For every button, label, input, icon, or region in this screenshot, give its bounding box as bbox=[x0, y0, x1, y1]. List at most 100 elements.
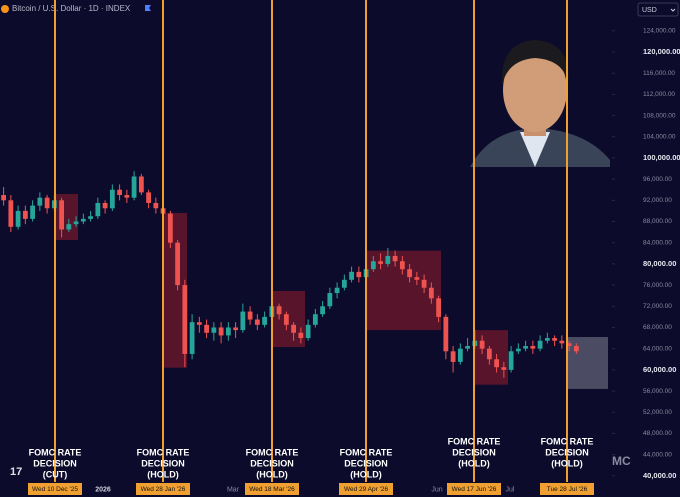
y-tick-label: 64,000.00 bbox=[643, 345, 672, 352]
candle-body bbox=[37, 197, 43, 206]
candle-body bbox=[1, 195, 7, 201]
x-tick-label: Jun bbox=[431, 486, 442, 493]
candle-body bbox=[305, 324, 311, 339]
candle-body bbox=[196, 322, 202, 325]
candle-body bbox=[436, 298, 441, 317]
candle-body bbox=[544, 338, 550, 341]
candle-body bbox=[167, 213, 173, 243]
candle-body bbox=[153, 202, 159, 209]
event-annotation: DECISION bbox=[545, 447, 589, 457]
candle-body bbox=[182, 285, 188, 354]
face bbox=[503, 48, 567, 132]
candle-body bbox=[80, 218, 86, 222]
y-tick-label: 104,000.00 bbox=[643, 133, 676, 140]
event-date-box bbox=[447, 483, 501, 495]
y-tick-label: 120,000.00 bbox=[643, 47, 680, 56]
candle-body bbox=[494, 359, 499, 368]
candle-body bbox=[443, 316, 449, 352]
candle-body bbox=[457, 348, 463, 362]
candle-body bbox=[8, 200, 14, 227]
event-annotation: FOMC RATE bbox=[541, 436, 594, 446]
event-date: Wed 17 Jun '26 bbox=[452, 486, 497, 493]
event-date: Wed 28 Jan '26 bbox=[141, 486, 186, 493]
zone bbox=[55, 193, 78, 241]
candle-body bbox=[370, 261, 376, 270]
candle-body bbox=[530, 346, 536, 349]
event-date: Tue 28 Jul '26 bbox=[547, 486, 588, 493]
currency-label: USD bbox=[642, 7, 657, 14]
y-tick-label: 52,000.00 bbox=[643, 409, 672, 416]
candle-body bbox=[240, 311, 246, 331]
event-date-box bbox=[136, 483, 190, 495]
candle-body bbox=[327, 293, 333, 307]
candle-body bbox=[276, 306, 282, 315]
event-annotation: DECISION bbox=[344, 458, 388, 468]
candle-body bbox=[30, 205, 35, 219]
candle-body bbox=[189, 322, 195, 354]
candle-body bbox=[298, 332, 304, 339]
zone bbox=[567, 337, 608, 389]
candle-body bbox=[102, 202, 108, 209]
candle-body bbox=[211, 327, 217, 333]
candle-body bbox=[573, 346, 579, 352]
y-tick-label: 56,000.00 bbox=[643, 388, 672, 395]
chart-title: Bitcoin / U.S. Dollar · 1D · INDEX bbox=[12, 4, 131, 13]
candle-body bbox=[450, 351, 456, 362]
y-tick-label: 76,000.00 bbox=[643, 282, 672, 289]
candle-body bbox=[262, 316, 267, 325]
y-tick-label: 112,000.00 bbox=[643, 91, 675, 98]
hair bbox=[501, 40, 569, 85]
candle-body bbox=[204, 324, 209, 333]
y-tick-label: 68,000.00 bbox=[643, 324, 672, 331]
y-tick-label: 124,000.00 bbox=[643, 28, 676, 35]
candle-body bbox=[349, 271, 354, 280]
y-tick-label: 108,000.00 bbox=[643, 112, 676, 119]
candle-body bbox=[356, 271, 362, 278]
candle-body bbox=[131, 176, 137, 198]
candle-body bbox=[175, 242, 180, 286]
candle-body bbox=[117, 189, 122, 196]
candle-body bbox=[320, 306, 325, 315]
candle-body bbox=[392, 255, 398, 262]
y-tick-label: 60,000.00 bbox=[643, 365, 676, 374]
candle-body bbox=[414, 277, 420, 280]
candle-body bbox=[486, 348, 492, 360]
candle-body bbox=[312, 314, 318, 325]
candle-body bbox=[254, 319, 260, 325]
currency-select[interactable] bbox=[637, 2, 679, 17]
candle-body bbox=[421, 279, 427, 288]
flag-icon bbox=[145, 5, 151, 11]
candle-body bbox=[465, 346, 470, 349]
event-annotation: (HOLD) bbox=[147, 469, 179, 479]
candle-body bbox=[501, 367, 507, 370]
x-tick-label: 2026 bbox=[95, 486, 111, 493]
y-tick-label: 84,000.00 bbox=[643, 239, 672, 246]
candle-body bbox=[225, 327, 231, 336]
candle-body bbox=[334, 287, 340, 294]
candle-body bbox=[385, 255, 391, 264]
x-tick-label: Jul bbox=[506, 486, 515, 493]
candle-body bbox=[15, 210, 21, 227]
dropdown-arrow bbox=[670, 8, 676, 12]
event-annotation: (HOLD) bbox=[350, 469, 382, 479]
candle-body bbox=[508, 351, 514, 370]
candle-body bbox=[218, 327, 224, 336]
candle-body bbox=[566, 343, 572, 347]
brand-logo: MC bbox=[612, 454, 631, 468]
event-date-box bbox=[339, 483, 393, 495]
photo bbox=[466, 30, 610, 167]
event-annotation: DECISION bbox=[33, 458, 77, 468]
event-annotation: FOMC RATE bbox=[137, 447, 190, 457]
candle-body bbox=[138, 176, 144, 193]
y-tick-label: 96,000.00 bbox=[643, 176, 672, 183]
candle-body bbox=[59, 200, 64, 230]
candle-body bbox=[479, 340, 485, 349]
candle-body bbox=[552, 338, 557, 341]
y-tick-label: 72,000.00 bbox=[643, 303, 672, 310]
y-tick-label: 92,000.00 bbox=[643, 197, 672, 204]
y-tick-label: 100,000.00 bbox=[643, 153, 680, 162]
event-annotation: DECISION bbox=[141, 458, 185, 468]
event-annotation: FOMC RATE bbox=[448, 436, 501, 446]
candle-body bbox=[283, 314, 289, 325]
